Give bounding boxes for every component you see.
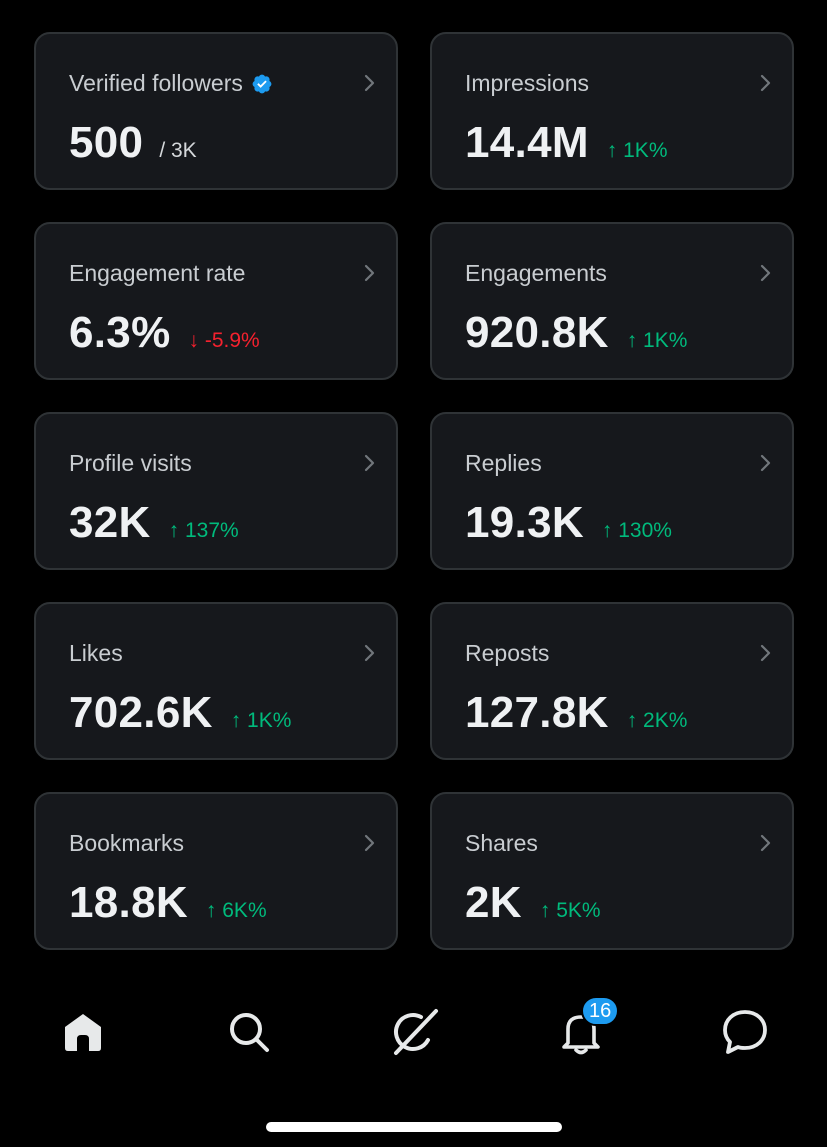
metric-limit: / 3K [159, 139, 197, 162]
metric-value: 127.8K [465, 688, 609, 737]
metric-card-impressions[interactable]: Impressions 14.4M ↑ 1K% [430, 32, 794, 190]
metric-card-replies[interactable]: Replies 19.3K ↑ 130% [430, 412, 794, 570]
metric-delta: ↑ 1K% [230, 709, 292, 732]
metric-delta: ↑ 5K% [539, 899, 601, 922]
metric-value: 920.8K [465, 308, 609, 357]
metric-card-shares[interactable]: Shares 2K ↑ 5K% [430, 792, 794, 950]
metric-value-row: 32K ↑ 137% [69, 498, 239, 548]
metric-value-row: 14.4M ↑ 1K% [465, 118, 668, 168]
metrics-grid: Verified followers 500 / 3K Impressions … [34, 32, 794, 950]
metric-title-text: Profile visits [69, 450, 192, 476]
metric-title: Engagements [465, 260, 607, 287]
metric-title: Verified followers [69, 70, 273, 97]
metric-delta: ↑ 137% [168, 519, 239, 542]
verified-badge-icon [252, 74, 272, 93]
metric-title: Profile visits [69, 450, 192, 477]
metric-title: Shares [465, 830, 538, 857]
metric-title: Likes [69, 640, 123, 667]
metric-title-text: Engagement rate [69, 260, 246, 286]
chevron-right-icon [364, 264, 375, 282]
metric-value: 6.3% [69, 308, 171, 357]
chevron-right-icon [760, 644, 771, 662]
metric-value-row: 702.6K ↑ 1K% [69, 688, 291, 738]
chevron-right-icon [364, 74, 375, 92]
metric-title: Reposts [465, 640, 549, 667]
chevron-right-icon [760, 264, 771, 282]
messages-icon [723, 1010, 767, 1054]
metric-delta: ↑ 6K% [205, 899, 267, 922]
metric-value: 14.4M [465, 118, 589, 167]
metric-title-text: Bookmarks [69, 830, 185, 856]
metric-title: Engagement rate [69, 260, 245, 287]
metric-title: Bookmarks [69, 830, 184, 857]
home-icon [65, 1014, 101, 1051]
metric-delta: ↑ 1K% [606, 139, 668, 162]
metric-title: Impressions [465, 70, 589, 97]
metric-title-text: Likes [69, 640, 123, 666]
metric-value-row: 18.8K ↑ 6K% [69, 878, 267, 928]
metric-card-engagements[interactable]: Engagements 920.8K ↑ 1K% [430, 222, 794, 380]
nav-messages[interactable] [717, 1004, 773, 1060]
metric-title-text: Verified followers [69, 70, 243, 96]
metric-card-reposts[interactable]: Reposts 127.8K ↑ 2K% [430, 602, 794, 760]
metric-card-engagement-rate[interactable]: Engagement rate 6.3% ↓ -5.9% [34, 222, 398, 380]
bottom-nav: 16 [0, 990, 827, 1074]
metric-card-profile-visits[interactable]: Profile visits 32K ↑ 137% [34, 412, 398, 570]
chevron-right-icon [760, 834, 771, 852]
nav-notifications[interactable]: 16 [553, 996, 620, 1060]
metric-value: 32K [69, 498, 151, 547]
chevron-right-icon [760, 454, 771, 472]
metric-card-bookmarks[interactable]: Bookmarks 18.8K ↑ 6K% [34, 792, 398, 950]
metric-value-row: 500 / 3K [69, 118, 197, 168]
metric-title-text: Impressions [465, 70, 589, 96]
metric-value-row: 6.3% ↓ -5.9% [69, 308, 260, 358]
metric-value-row: 127.8K ↑ 2K% [465, 688, 687, 738]
metric-card-verified-followers[interactable]: Verified followers 500 / 3K [34, 32, 398, 190]
home-indicator-bar[interactable] [266, 1122, 562, 1132]
chevron-right-icon [364, 644, 375, 662]
search-icon [230, 1013, 269, 1052]
metric-value: 19.3K [465, 498, 584, 547]
nav-grok[interactable] [387, 1004, 443, 1060]
metric-value-row: 19.3K ↑ 130% [465, 498, 672, 548]
metric-value: 702.6K [69, 688, 213, 737]
metric-title-text: Shares [465, 830, 538, 856]
metric-title-text: Replies [465, 450, 542, 476]
chevron-right-icon [364, 834, 375, 852]
nav-search[interactable] [221, 1004, 277, 1060]
metric-card-likes[interactable]: Likes 702.6K ↑ 1K% [34, 602, 398, 760]
metric-title-text: Engagements [465, 260, 607, 286]
metric-value-row: 2K ↑ 5K% [465, 878, 601, 928]
metric-delta: ↑ 2K% [626, 709, 688, 732]
chevron-right-icon [364, 454, 375, 472]
metric-delta: ↑ 130% [601, 519, 672, 542]
grok-icon [394, 1009, 438, 1055]
metric-title-text: Reposts [465, 640, 550, 666]
metric-value: 2K [465, 878, 522, 927]
metric-value: 18.8K [69, 878, 188, 927]
metric-title: Replies [465, 450, 542, 477]
metric-delta: ↓ -5.9% [188, 329, 260, 352]
chevron-right-icon [760, 74, 771, 92]
metric-value-row: 920.8K ↑ 1K% [465, 308, 687, 358]
nav-home[interactable] [55, 1004, 111, 1060]
notification-badge: 16 [581, 996, 620, 1026]
metric-value: 500 [69, 118, 144, 167]
metric-delta: ↑ 1K% [626, 329, 688, 352]
